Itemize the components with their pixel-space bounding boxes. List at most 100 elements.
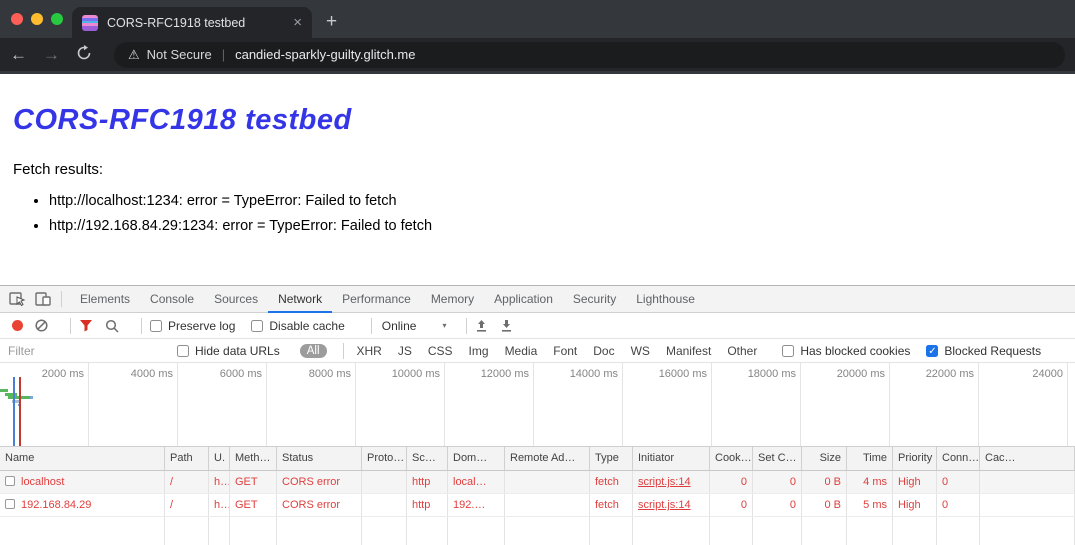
initiator-link[interactable]: script.js:14 [638,499,691,511]
devtools-tab-lighthouse[interactable]: Lighthouse [636,291,695,306]
timeline-tick-label: 14000 ms [569,368,618,380]
cell-path [165,517,209,545]
has-blocked-cookies-label: Has blocked cookies [800,343,911,358]
search-icon[interactable] [105,319,119,333]
column-header-cac[interactable]: Cac… [980,447,1075,470]
hide-data-urls-checkbox[interactable] [177,344,189,357]
column-header-priority[interactable]: Priority [893,447,937,470]
timeline-tick-label: 24000 [1032,368,1063,380]
address-bar[interactable]: ⚠ Not Secure | candied-sparkly-guilty.gl… [114,41,1065,68]
filter-type-img[interactable]: Img [468,343,489,358]
back-icon[interactable]: ← [10,45,27,64]
hide-data-urls-label: Hide data URLs [195,343,280,358]
initiator-link[interactable]: script.js:14 [638,476,691,488]
row-checkbox[interactable] [5,476,15,486]
devtools-tab-application[interactable]: Application [494,291,553,306]
row-checkbox[interactable] [5,499,15,509]
table-row[interactable]: localhost / h… GET CORS error http local… fetch… [0,471,1075,494]
devtools-tab-performance[interactable]: Performance [342,291,411,306]
cell-cac [980,471,1075,493]
column-header-time[interactable]: Time [847,447,893,470]
cell-time: 4 ms [847,471,893,493]
export-har-icon[interactable] [500,319,513,333]
new-tab-button[interactable]: + [326,11,338,32]
waterfall-bar [12,400,20,403]
tab-close-icon[interactable]: × [293,14,302,31]
cell-conn: 0 [937,471,980,493]
column-header-name[interactable]: Name [0,447,165,470]
security-label: Not Secure [146,47,212,62]
minimize-window-button[interactable] [31,13,43,25]
column-header-u[interactable]: U. [209,447,230,470]
column-header-cook[interactable]: Cook… [710,447,753,470]
cell-remotead [505,517,590,545]
favicon [82,14,98,31]
filter-funnel-icon[interactable] [79,319,93,332]
timeline-tick-label: 16000 ms [658,368,707,380]
devtools-tab-elements[interactable]: Elements [80,291,131,306]
column-header-remotead[interactable]: Remote Ad… [505,447,590,470]
filter-type-ws[interactable]: WS [630,343,650,358]
cell-conn [937,517,980,545]
column-header-initiator[interactable]: Initiator [633,447,710,470]
not-secure-warning-icon: ⚠ [128,46,140,62]
import-har-icon[interactable] [475,319,488,333]
disable-cache-label: Disable cache [269,318,345,333]
forward-icon[interactable]: → [43,45,60,64]
cell-type: fetch [590,494,633,516]
page-title: CORS-RFC1918 testbed [13,104,352,136]
devtools-tab-security[interactable]: Security [572,291,617,306]
filter-type-xhr[interactable]: XHR [356,343,382,358]
network-overview-timeline[interactable]: 2000 ms 4000 ms 6000 ms 8000 ms 10000 ms 1200… [0,363,1075,447]
column-header-size[interactable]: Size [802,447,847,470]
timeline-segment: 8000 ms [267,363,356,446]
cell-path: / [165,494,209,516]
timeline-segment: 12000 ms [445,363,534,446]
devtools-tab-memory[interactable]: Memory [430,291,475,306]
filter-all-pill[interactable]: All [299,343,327,358]
table-empty-area [0,517,1075,545]
devtools-tab-network[interactable]: Network [268,286,333,313]
has-blocked-cookies-checkbox[interactable] [782,344,795,357]
column-header-conn[interactable]: Conn… [937,447,980,470]
column-header-setc[interactable]: Set C… [753,447,802,470]
table-row[interactable]: 192.168.84.29 /h… GET CORS error http 192.… fe… [0,494,1075,517]
column-header-status[interactable]: Status [277,447,362,470]
devtools-tab-console[interactable]: Console [150,291,195,306]
column-header-sc[interactable]: Sc… [407,447,448,470]
filter-type-media[interactable]: Media [504,343,538,358]
filter-type-js[interactable]: JS [397,343,412,358]
column-header-meth[interactable]: Meth… [230,447,277,470]
filter-input[interactable] [8,343,163,358]
cell-conn: 0 [937,494,980,516]
timeline-segment: 14000 ms [534,363,623,446]
blocked-requests-checkbox[interactable]: ✓ [926,344,939,357]
column-header-proto[interactable]: Proto… [362,447,407,470]
cell-u: h… [209,471,230,493]
table-header-row: Name Path U. Meth… Status Proto… Sc… Dom… Remote… [0,447,1075,471]
devtools-panel: Elements Console Sources Network Performance… [0,285,1075,545]
devtools-tab-sources[interactable]: Sources [214,291,259,306]
close-window-button[interactable] [11,13,23,25]
record-button[interactable] [12,320,23,331]
maximize-window-button[interactable] [51,13,63,25]
filter-type-manifest[interactable]: Manifest [665,343,712,358]
browser-tab[interactable]: CORS-RFC1918 testbed × [72,7,312,38]
preserve-log-checkbox[interactable] [150,319,162,332]
throttling-dropdown[interactable]: Online ▾ [382,319,447,333]
column-header-dom[interactable]: Dom… [448,447,505,470]
device-toolbar-icon[interactable] [35,291,51,307]
fetch-results-list: http://localhost:1234: error = TypeError… [49,193,1075,234]
filter-type-css[interactable]: CSS [427,343,453,358]
reload-icon[interactable] [76,45,92,64]
timeline-segment: 16000 ms [623,363,712,446]
disable-cache-checkbox[interactable] [251,319,264,332]
filter-type-other[interactable]: Other [727,343,758,358]
inspect-element-icon[interactable] [9,291,26,307]
column-header-path[interactable]: Path [165,447,209,470]
filter-type-doc[interactable]: Doc [593,343,615,358]
column-header-type[interactable]: Type [590,447,633,470]
timeline-tick-label: 6000 ms [219,368,262,380]
clear-icon[interactable] [35,319,48,332]
filter-type-font[interactable]: Font [553,343,578,358]
